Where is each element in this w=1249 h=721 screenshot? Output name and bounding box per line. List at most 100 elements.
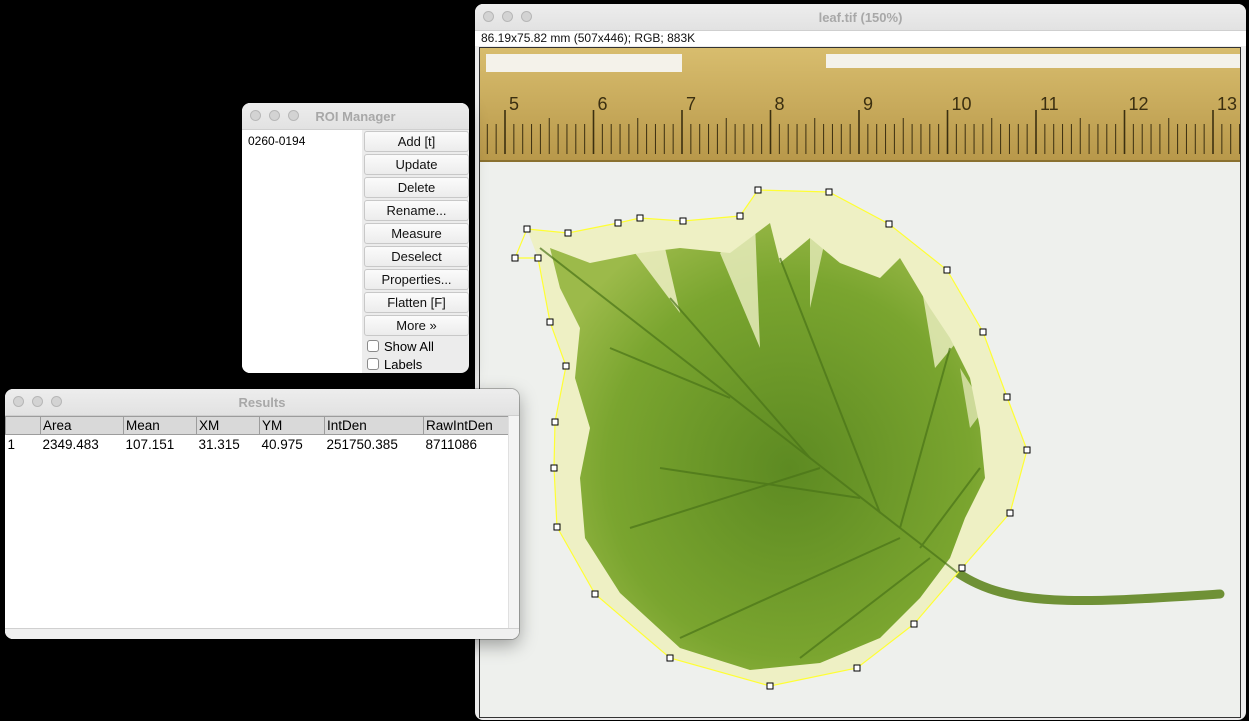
horizontal-scrollbar[interactable] <box>5 628 519 639</box>
table-cell: 1 <box>7 436 16 452</box>
flatten-button[interactable]: Flatten [F] <box>364 292 469 313</box>
close-icon[interactable] <box>13 396 24 407</box>
ruler-label: 5 <box>509 94 519 114</box>
roi-handle <box>523 225 531 233</box>
results-title: Results <box>238 394 286 410</box>
table-cell: 251750.385 <box>326 436 398 452</box>
leaf-green-body <box>550 223 985 670</box>
roi-selection <box>514 189 1028 687</box>
roi-handle <box>564 229 572 237</box>
checkbox-icon[interactable] <box>367 340 379 352</box>
table-cell: 40.975 <box>261 436 303 452</box>
leaf-stem <box>953 568 1225 606</box>
roi-handle <box>979 328 987 336</box>
ruler-label: 8 <box>775 94 785 114</box>
column-header[interactable]: Mean <box>123 416 197 435</box>
column-header[interactable]: Area <box>40 416 124 435</box>
roi-handle <box>853 664 861 672</box>
roi-handle <box>1023 446 1031 454</box>
ruler-ticks <box>486 110 1240 154</box>
ruler-cutout-left <box>486 54 682 72</box>
results-table-area[interactable]: Area Mean XM YM IntDen RawIntDen 1 2349.… <box>5 416 519 639</box>
roi-handle <box>550 464 558 472</box>
close-icon[interactable] <box>250 110 261 121</box>
show-all-checkbox[interactable]: Show All <box>363 338 469 354</box>
measure-button[interactable]: Measure <box>364 223 469 244</box>
image-canvas[interactable]: 5 6 7 8 9 10 11 12 13 <box>479 47 1241 718</box>
ruler-label: 6 <box>598 94 608 114</box>
ruler-label: 9 <box>863 94 873 114</box>
results-table: Area Mean XM YM IntDen RawIntDen 1 2349.… <box>5 416 519 453</box>
image-window-titlebar[interactable]: leaf.tif (150%) <box>475 4 1246 31</box>
ruler-label: 10 <box>952 94 972 114</box>
ruler-labels: 5 6 7 8 9 10 11 12 13 <box>509 94 1237 114</box>
results-header-row: Area Mean XM YM IntDen RawIntDen <box>5 416 519 435</box>
roi-handle <box>943 266 951 274</box>
roi-handle <box>562 362 570 370</box>
labels-label: Labels <box>384 356 423 372</box>
close-icon[interactable] <box>483 11 494 22</box>
roi-manager-titlebar[interactable]: ROI Manager <box>242 103 469 130</box>
roi-manager-title: ROI Manager <box>315 108 396 124</box>
image-info: 86.19x75.82 mm (507x446); RGB; 883K <box>475 31 1246 46</box>
vertical-scrollbar[interactable] <box>508 416 519 629</box>
roi-handles <box>511 186 1031 690</box>
column-header[interactable] <box>5 416 41 435</box>
ruler-label: 12 <box>1129 94 1149 114</box>
roi-handle <box>636 214 644 222</box>
results-titlebar[interactable]: Results <box>5 389 519 416</box>
roi-list[interactable]: 0260-0194 <box>242 130 362 373</box>
labels-checkbox[interactable]: Labels <box>363 356 469 372</box>
column-header[interactable]: XM <box>196 416 260 435</box>
leaf-veins <box>539 247 981 659</box>
table-cell: 8711086 <box>425 436 478 452</box>
deselect-button[interactable]: Deselect <box>364 246 469 267</box>
zoom-icon[interactable] <box>521 11 532 22</box>
image-window[interactable]: leaf.tif (150%) 86.19x75.82 mm (507x446)… <box>475 4 1246 720</box>
rename-button[interactable]: Rename... <box>364 200 469 221</box>
roi-handle <box>553 523 561 531</box>
roi-buttons: Add [t] Update Delete Rename... Measure … <box>363 130 469 373</box>
column-header[interactable]: RawIntDen <box>423 416 519 435</box>
image-window-title: leaf.tif (150%) <box>818 9 903 25</box>
minimize-icon[interactable] <box>502 11 513 22</box>
checkbox-icon[interactable] <box>367 358 379 370</box>
minimize-icon[interactable] <box>269 110 280 121</box>
roi-handle <box>958 564 966 572</box>
roi-handle <box>614 219 622 227</box>
roi-handle <box>534 254 542 262</box>
show-all-label: Show All <box>384 338 434 354</box>
table-cell: 107.151 <box>125 436 175 452</box>
properties-button[interactable]: Properties... <box>364 269 469 290</box>
roi-handle <box>591 590 599 598</box>
roi-handle <box>551 418 559 426</box>
column-header[interactable]: IntDen <box>324 416 424 435</box>
minimize-icon[interactable] <box>32 396 43 407</box>
roi-handle <box>1006 509 1014 517</box>
roi-handle <box>511 254 519 262</box>
zoom-icon[interactable] <box>51 396 62 407</box>
table-cell: 31.315 <box>198 436 240 452</box>
more-button[interactable]: More » <box>364 315 469 336</box>
leaf-image: 5 6 7 8 9 10 11 12 13 <box>480 48 1240 717</box>
roi-handle <box>546 318 554 326</box>
add-button[interactable]: Add [t] <box>364 131 469 152</box>
zoom-icon[interactable] <box>288 110 299 121</box>
roi-handle <box>666 654 674 662</box>
roi-handle <box>825 188 833 196</box>
delete-button[interactable]: Delete <box>364 177 469 198</box>
column-header[interactable]: YM <box>259 416 325 435</box>
roi-handle <box>766 682 774 690</box>
roi-handle <box>736 212 744 220</box>
roi-manager-window[interactable]: ROI Manager 0260-0194 Add [t] Update Del… <box>242 103 469 373</box>
roi-handle <box>754 186 762 194</box>
roi-handle <box>679 217 687 225</box>
roi-list-item[interactable]: 0260-0194 <box>248 134 306 148</box>
table-row[interactable]: 1 2349.483 107.151 31.315 40.975 251750.… <box>6 435 519 454</box>
update-button[interactable]: Update <box>364 154 469 175</box>
ruler-label: 13 <box>1217 94 1237 114</box>
ruler-label: 7 <box>686 94 696 114</box>
ruler-label: 11 <box>1040 94 1059 114</box>
roi-handle <box>910 620 918 628</box>
results-window[interactable]: Results Area Mean XM YM IntDen RawIntDen… <box>5 389 519 639</box>
